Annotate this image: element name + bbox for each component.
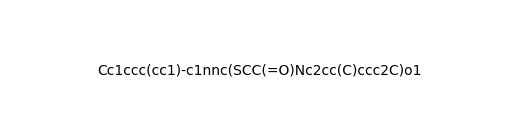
Text: Cc1ccc(cc1)-c1nnc(SCC(=O)Nc2cc(C)ccc2C)o1: Cc1ccc(cc1)-c1nnc(SCC(=O)Nc2cc(C)ccc2C)o… (97, 64, 421, 78)
